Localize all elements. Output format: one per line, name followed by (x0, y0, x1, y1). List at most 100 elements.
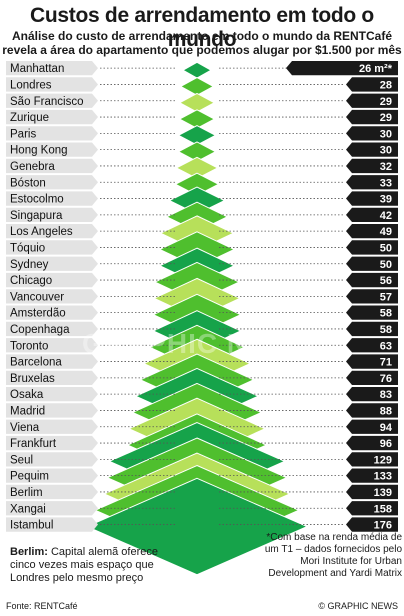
value-label: 29 (380, 96, 392, 108)
city-label-band (6, 77, 98, 92)
value-label: 50 (380, 242, 392, 254)
value-label: 158 (374, 503, 392, 515)
chart-subtitle: Análise do custo de arrendamento em todo… (0, 29, 404, 57)
city-label: Tóquio (10, 242, 45, 254)
value-label: 32 (380, 161, 392, 173)
city-label-band (6, 158, 98, 174)
value-label: 176 (374, 520, 392, 532)
city-label: Chicago (10, 275, 52, 287)
city-label-band (6, 452, 98, 467)
value-box (346, 93, 398, 108)
value-label: 96 (380, 438, 392, 450)
city-label-band (6, 207, 98, 222)
value-box (346, 158, 398, 174)
city-label: Seul (10, 454, 33, 466)
value-label: 49 (380, 226, 392, 238)
berlin-note: Berlim: Capital alemã oferece cinco veze… (10, 546, 185, 585)
value-label: 30 (380, 128, 392, 140)
city-label-band (6, 501, 98, 516)
city-label: Madrid (10, 405, 45, 417)
city-label-band (6, 240, 98, 255)
city-label-band (6, 289, 98, 304)
city-label-band (6, 224, 98, 239)
pyramid-layer (181, 61, 213, 79)
value-label: 42 (380, 210, 392, 222)
value-box (346, 191, 398, 206)
value-label: 33 (380, 177, 392, 189)
city-label: Bóston (10, 177, 46, 189)
value-box (346, 256, 398, 271)
city-label-band (6, 272, 98, 288)
city-label: Manhattan (10, 63, 64, 75)
city-label: Vancouver (10, 291, 64, 303)
berlin-note-label: Berlim: (10, 546, 48, 558)
city-label: Copenhaga (10, 324, 70, 336)
value-box (346, 468, 398, 483)
value-label: 39 (380, 194, 392, 206)
city-label-band (6, 175, 98, 190)
value-label: 94 (380, 422, 393, 434)
value-label: 28 (380, 79, 392, 91)
city-label-band (6, 109, 98, 125)
value-box (346, 240, 398, 255)
subtitle-line-2: revela a área do apartamento que podemos… (2, 43, 402, 57)
city-label-band (6, 370, 98, 385)
value-box (346, 501, 398, 516)
value-label: 58 (380, 324, 392, 336)
value-label: 50 (380, 259, 392, 271)
value-label: 83 (380, 389, 392, 401)
value-box (346, 370, 398, 385)
value-box (346, 207, 398, 222)
city-label: Bruxelas (10, 373, 55, 385)
value-box (346, 435, 398, 451)
value-label: 88 (380, 405, 392, 417)
value-label: 30 (380, 145, 392, 157)
city-label-band (6, 517, 98, 532)
value-box (346, 484, 398, 500)
value-label: 133 (374, 471, 392, 483)
value-label: 26 m²* (359, 63, 393, 75)
value-box (346, 517, 398, 532)
value-box (346, 109, 398, 125)
value-box (346, 272, 398, 288)
value-box (346, 338, 398, 353)
city-label-band (6, 142, 98, 157)
value-label: 71 (380, 357, 392, 369)
city-label: Singapura (10, 210, 63, 222)
source-label: Fonte: RENTCafé (6, 601, 78, 611)
city-label-band (6, 338, 98, 353)
value-label: 76 (380, 373, 392, 385)
city-label-band (6, 354, 98, 369)
credit-label: © GRAPHIC NEWS (318, 601, 398, 611)
value-box (346, 77, 398, 92)
city-label-band (6, 256, 98, 271)
value-box (346, 354, 398, 369)
city-label-band (6, 419, 98, 434)
value-box (346, 452, 398, 467)
city-label: Zurique (10, 112, 49, 124)
city-label: Frankfurt (10, 438, 57, 450)
city-label: São Francisco (10, 96, 84, 108)
city-label-band (6, 93, 98, 108)
pyramid-layer (179, 77, 215, 96)
value-label: 63 (380, 340, 392, 352)
city-label: Viena (10, 422, 40, 434)
city-label-band (6, 484, 98, 500)
city-label-band (6, 403, 98, 418)
city-label: Pequim (10, 471, 49, 483)
value-label: 57 (380, 291, 392, 303)
value-box (346, 126, 398, 141)
city-label: Osaka (10, 389, 44, 401)
value-box (286, 61, 398, 76)
value-box (346, 142, 398, 157)
value-label: 56 (380, 275, 392, 287)
value-label: 139 (374, 487, 392, 499)
city-label: Istambul (10, 520, 53, 532)
city-label-band (6, 387, 98, 402)
value-label: 29 (380, 112, 392, 124)
berlin-note-text: Capital alemã oferece cinco vezes mais e… (10, 546, 158, 584)
city-label-band (6, 305, 98, 320)
city-label: Estocolmo (10, 194, 64, 206)
city-label-band (6, 435, 98, 451)
